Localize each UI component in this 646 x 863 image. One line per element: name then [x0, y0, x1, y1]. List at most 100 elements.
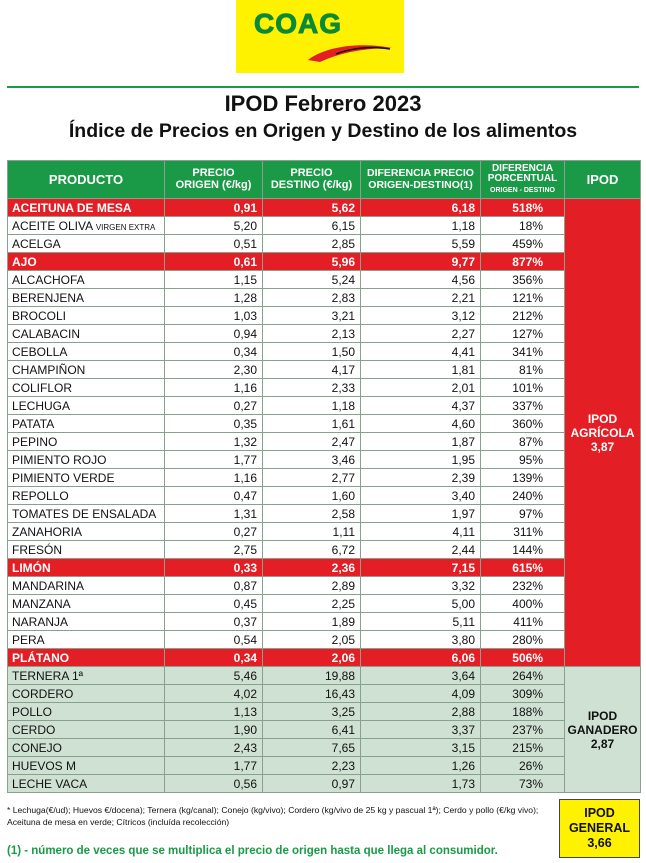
diferencia-cell: 9,77 [360, 252, 481, 271]
table-row: POLLO 1,13 3,25 2,88 188% [7, 702, 641, 721]
precio-destino-cell: 2,05 [262, 630, 361, 649]
diferencia-cell: 1,81 [360, 360, 481, 379]
product-name: CHAMPIÑON [7, 360, 165, 379]
footnote: * Lechuga(€/ud); Huevos €/docena); Terne… [7, 805, 539, 827]
table-row: PEPINO 1,32 2,47 1,87 87% [7, 432, 641, 451]
header-producto: PRODUCTO [7, 160, 165, 199]
product-name: MANDARINA [7, 576, 165, 595]
precio-destino-cell: 2,23 [262, 756, 361, 775]
diferencia-cell: 2,44 [360, 540, 481, 559]
precio-destino-cell: 1,60 [262, 486, 361, 505]
porcentual-cell: 237% [480, 720, 565, 739]
diferencia-cell: 6,06 [360, 648, 481, 667]
precio-destino-cell: 2,83 [262, 288, 361, 307]
precio-destino-cell: 6,15 [262, 216, 361, 235]
diferencia-cell: 3,37 [360, 720, 481, 739]
table-row: BERENJENA 1,28 2,83 2,21 121% [7, 288, 641, 307]
product-name: HUEVOS M [7, 756, 165, 775]
table-row: AJO 0,61 5,96 9,77 877% [7, 252, 641, 271]
diferencia-cell: 1,95 [360, 450, 481, 469]
precio-destino-cell: 2,33 [262, 378, 361, 397]
product-name: LECHE VACA [7, 774, 165, 793]
precio-origen-cell: 0,91 [164, 198, 263, 217]
precio-origen-cell: 0,35 [164, 414, 263, 433]
precio-destino-cell: 19,88 [262, 666, 361, 685]
product-name: CONEJO [7, 738, 165, 757]
product-name: BERENJENA [7, 288, 165, 307]
table-row: TERNERA 1ª 5,46 19,88 3,64 264% IPOD GANADERO 2… [7, 666, 641, 793]
porcentual-cell: 506% [480, 648, 565, 667]
ipod-general-sublabel: GENERAL [568, 821, 631, 835]
porcentual-cell: 144% [480, 540, 565, 559]
page-subtitle: Índice de Precios en Origen y Destino de… [68, 120, 578, 142]
product-name: AJO [7, 252, 165, 271]
product-name: TERNERA 1ª [7, 666, 165, 685]
precio-destino-cell: 16,43 [262, 684, 361, 703]
product-name: TOMATES DE ENSALADA [7, 504, 165, 523]
product-name: CEBOLLA [7, 342, 165, 361]
table-row: CEBOLLA 0,34 1,50 4,41 341% [7, 342, 641, 361]
diferencia-cell: 2,01 [360, 378, 481, 397]
precio-origen-cell: 0,27 [164, 522, 263, 541]
precio-origen-cell: 0,87 [164, 576, 263, 595]
precio-destino-cell: 0,97 [262, 774, 361, 793]
precio-origen-cell: 2,75 [164, 540, 263, 559]
porcentual-cell: 232% [480, 576, 565, 595]
porcentual-cell: 341% [480, 342, 565, 361]
header-ipod: IPOD [564, 160, 641, 199]
precio-origen-cell: 2,43 [164, 738, 263, 757]
diferencia-cell: 1,18 [360, 216, 481, 235]
precio-destino-cell: 2,06 [262, 648, 361, 667]
product-name: CORDERO [7, 684, 165, 703]
diferencia-cell: 5,11 [360, 612, 481, 631]
table-row: COLIFLOR 1,16 2,33 2,01 101% [7, 378, 641, 397]
precio-origen-cell: 0,61 [164, 252, 263, 271]
diferencia-cell: 4,56 [360, 270, 481, 289]
table-row: ALCACHOFA 1,15 5,24 4,56 356% [7, 270, 641, 289]
product-name: LIMÓN [7, 558, 165, 577]
product-name-suffix: VIRGEN EXTRA [95, 222, 156, 232]
porcentual-cell: 121% [480, 288, 565, 307]
precio-destino-cell: 2,47 [262, 432, 361, 451]
porcentual-cell: 127% [480, 324, 565, 343]
precio-destino-cell: 2,89 [262, 576, 361, 595]
product-name: CALABACIN [7, 324, 165, 343]
ipod-general-value: 3,66 [587, 836, 612, 850]
table-row: CORDERO 4,02 16,43 4,09 309% [7, 684, 641, 703]
diferencia-cell: 2,88 [360, 702, 481, 721]
diferencia-cell: 2,39 [360, 468, 481, 487]
precio-origen-cell: 0,34 [164, 342, 263, 361]
porcentual-cell: 280% [480, 630, 565, 649]
porcentual-cell: 73% [480, 774, 565, 793]
precio-destino-cell: 2,77 [262, 468, 361, 487]
precio-destino-cell: 3,25 [262, 702, 361, 721]
header-precio-destino: PRECIO DESTINO (€/kg) [262, 160, 361, 199]
porcentual-cell: 518% [480, 198, 565, 217]
diferencia-cell: 5,59 [360, 234, 481, 253]
precio-destino-cell: 7,65 [262, 738, 361, 757]
precio-destino-cell: 2,58 [262, 504, 361, 523]
diferencia-cell: 1,87 [360, 432, 481, 451]
porcentual-cell: 240% [480, 486, 565, 505]
product-name: ACEITUNA DE MESA [7, 198, 165, 217]
porcentual-cell: 87% [480, 432, 565, 451]
precio-origen-cell: 0,33 [164, 558, 263, 577]
product-name: COLIFLOR [7, 378, 165, 397]
ipod-general-box: IPOD GENERAL 3,66 [559, 799, 640, 858]
diferencia-cell: 3,12 [360, 306, 481, 325]
precio-destino-cell: 5,62 [262, 198, 361, 217]
precio-destino-cell: 5,96 [262, 252, 361, 271]
precio-origen-cell: 1,32 [164, 432, 263, 451]
precio-origen-cell: 0,34 [164, 648, 263, 667]
precio-origen-cell: 5,46 [164, 666, 263, 685]
header-porcentual: DIFERENCIA PORCENTUAL ORIGEN - DESTINO [480, 160, 565, 199]
logo-text: COAG [254, 8, 342, 40]
price-table: PRODUCTO PRECIO ORIGEN (€/kg) PRECIO DESTI… [7, 160, 641, 793]
porcentual-cell: 139% [480, 468, 565, 487]
product-name: PIMIENTO VERDE [7, 468, 165, 487]
diferencia-cell: 6,18 [360, 198, 481, 217]
table-row: CHAMPIÑON 2,30 4,17 1,81 81% [7, 360, 641, 379]
diferencia-cell: 5,00 [360, 594, 481, 613]
diferencia-cell: 3,80 [360, 630, 481, 649]
porcentual-cell: 411% [480, 612, 565, 631]
